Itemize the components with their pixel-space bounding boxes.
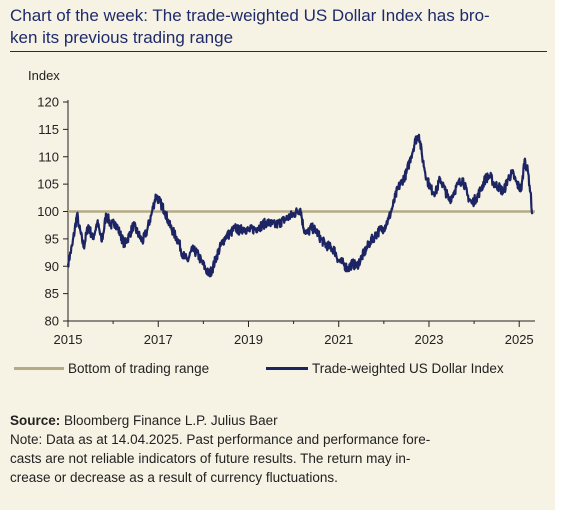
y-tick-label: 90 — [45, 259, 59, 274]
y-tick-label: 80 — [45, 314, 59, 329]
y-tick-label: 110 — [38, 149, 59, 164]
x-tick-label: 2015 — [54, 332, 83, 347]
x-tick-label: 2017 — [144, 332, 173, 347]
y-tick-label: 95 — [45, 231, 59, 246]
chart-title-line-1: Chart of the week: The trade-weighted US… — [10, 6, 490, 25]
legend: Bottom of trading range Trade-weighted U… — [14, 361, 544, 381]
legend-item-bottom-of-trading-range: Bottom of trading range — [14, 361, 209, 376]
legend-item-usd-index: Trade-weighted US Dollar Index — [266, 361, 504, 376]
legend-swatch-trading-range — [14, 367, 64, 370]
note-line-1: Note: Data as at 14.04.2025. Past perfor… — [10, 432, 431, 447]
y-tick-label: 105 — [37, 177, 59, 192]
title-divider — [10, 51, 547, 52]
x-tick-label: 2019 — [234, 332, 263, 347]
axes: 80 85 90 95 100 105 110 115 120 2015 2017 2019 2021 2… — [37, 95, 535, 347]
note-line-2: casts are not reliable indicators of fut… — [10, 451, 411, 466]
source-label: Source: — [10, 413, 61, 428]
plot-area — [66, 133, 535, 278]
x-tick-label: 2025 — [505, 332, 534, 347]
y-tick-label: 120 — [37, 95, 59, 110]
legend-label-usd-index: Trade-weighted US Dollar Index — [312, 361, 504, 376]
line-chart: Index 80 85 90 95 100 105 110 115 120 2015 2017 201… — [28, 68, 535, 347]
chart-title: Chart of the week: The trade-weighted US… — [10, 5, 550, 49]
usd-index-line — [66, 133, 534, 278]
legend-label-trading-range: Bottom of trading range — [68, 361, 210, 376]
x-tick-label: 2023 — [415, 332, 444, 347]
source-line: Source: Bloomberg Finance L.P. Julius Ba… — [10, 411, 550, 430]
footnotes: Source: Bloomberg Finance L.P. Julius Ba… — [10, 411, 550, 487]
x-tick-label: 2021 — [324, 332, 353, 347]
y-tick-label: 85 — [45, 286, 59, 301]
note-line-3: crease or decrease as a result of curren… — [10, 470, 338, 485]
y-tick-label: 100 — [37, 204, 59, 219]
source-text: Bloomberg Finance L.P. Julius Baer — [60, 413, 278, 428]
y-axis-label: Index — [28, 68, 60, 83]
legend-swatch-usd-index — [266, 367, 308, 370]
chart-title-line-2: ken its previous trading range — [10, 28, 234, 47]
y-tick-label: 115 — [38, 122, 59, 137]
